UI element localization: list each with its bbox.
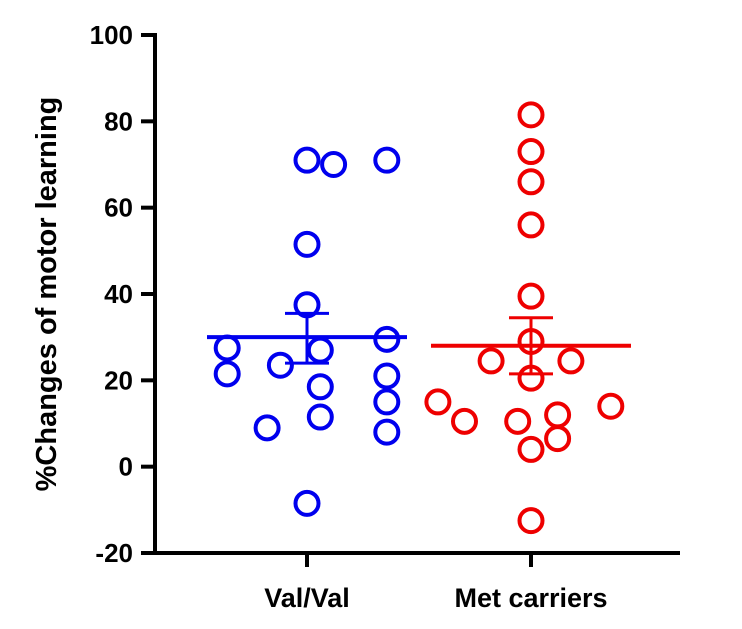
series-group [424,101,631,535]
data-point [544,425,572,453]
y-tick-label: 80 [104,106,133,136]
data-point [517,138,545,166]
axes [153,33,680,555]
data-point [597,392,625,420]
y-tick-label: 100 [90,20,133,50]
data-point [293,146,321,174]
data-point [517,282,545,310]
series [207,101,631,535]
data-point [424,388,452,416]
data-point [517,168,545,196]
data-point [504,407,532,435]
x-ticks: Val/Val Met carriers [264,553,608,613]
data-point [477,347,505,375]
data-point [253,414,281,442]
y-ticks: 100 80 60 40 20 0 -20 [90,20,155,568]
data-point [517,507,545,535]
data-point [373,418,401,446]
y-tick-label: 40 [104,279,133,309]
data-point [373,388,401,416]
series-group [207,146,407,517]
data-point [557,347,585,375]
data-point [293,230,321,258]
data-point [517,435,545,463]
data-point [293,489,321,517]
y-axis-title: %Changes of motor learning [31,97,63,492]
data-point [373,325,401,353]
x-category-label: Val/Val [264,583,350,613]
data-point [306,336,334,364]
data-point [517,101,545,129]
data-point [213,334,241,362]
x-category-label: Met carriers [454,583,607,613]
data-point [373,146,401,174]
data-point [306,373,334,401]
y-tick-label: 20 [104,365,133,395]
data-point [451,407,478,435]
data-point [320,151,348,178]
y-tick-label: 0 [119,452,133,482]
data-point [213,360,241,388]
data-point [373,362,401,390]
data-point [266,351,294,379]
y-tick-label: 60 [104,193,133,223]
y-tick-label: -20 [95,538,133,568]
data-point [517,211,545,239]
data-point [544,401,572,429]
data-point [306,403,334,431]
